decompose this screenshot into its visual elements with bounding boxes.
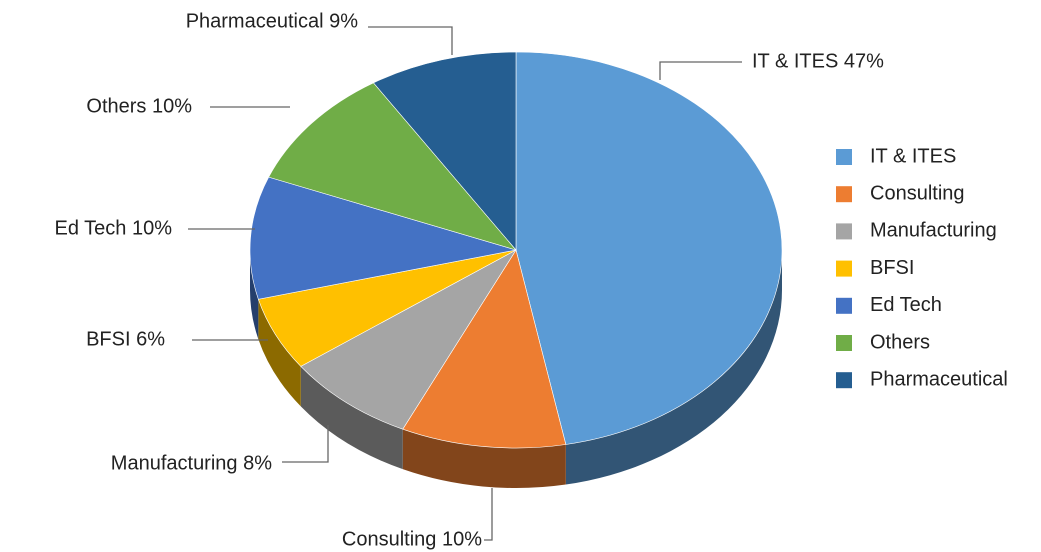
leader-line bbox=[368, 26, 453, 55]
legend-label: Others bbox=[870, 331, 930, 353]
legend-swatch bbox=[836, 372, 852, 389]
legend-swatch bbox=[836, 149, 852, 165]
data-label: Manufacturing 8% bbox=[111, 452, 272, 474]
legend-label: Pharmaceutical bbox=[870, 368, 1008, 390]
legend-label: BFSI bbox=[870, 257, 914, 279]
pie-slice bbox=[402, 249, 567, 449]
data-label: Others 10% bbox=[86, 95, 192, 117]
legend-swatch bbox=[836, 186, 852, 203]
leader-line bbox=[282, 425, 329, 463]
pie-slice bbox=[249, 176, 517, 300]
legend-swatch bbox=[836, 223, 852, 240]
legend-swatch bbox=[836, 297, 852, 314]
slice-side bbox=[250, 250, 259, 340]
legend-label: Consulting bbox=[870, 182, 965, 204]
pie-slice bbox=[268, 82, 517, 251]
legend-swatch bbox=[836, 335, 852, 351]
slice-side bbox=[565, 250, 782, 485]
leader-line bbox=[659, 61, 742, 80]
data-label: Consulting 10% bbox=[342, 528, 482, 550]
legend-swatch bbox=[836, 260, 852, 277]
data-label: Ed Tech 10% bbox=[55, 217, 173, 239]
legend-label: Manufacturing bbox=[870, 220, 997, 242]
leader-line bbox=[484, 488, 493, 541]
data-label: Pharmaceutical 9% bbox=[186, 10, 359, 32]
data-label: BFSI 6% bbox=[86, 328, 165, 350]
slice-side bbox=[300, 366, 403, 470]
pie-slice bbox=[372, 51, 517, 251]
pie-slice bbox=[515, 51, 783, 445]
slice-side bbox=[258, 299, 301, 407]
legend-label: Ed Tech bbox=[870, 294, 942, 316]
slice-side bbox=[402, 429, 566, 489]
pie-slice bbox=[300, 249, 517, 430]
data-label: IT & ITES 47% bbox=[752, 50, 884, 72]
legend-label: IT & ITES bbox=[870, 145, 956, 167]
